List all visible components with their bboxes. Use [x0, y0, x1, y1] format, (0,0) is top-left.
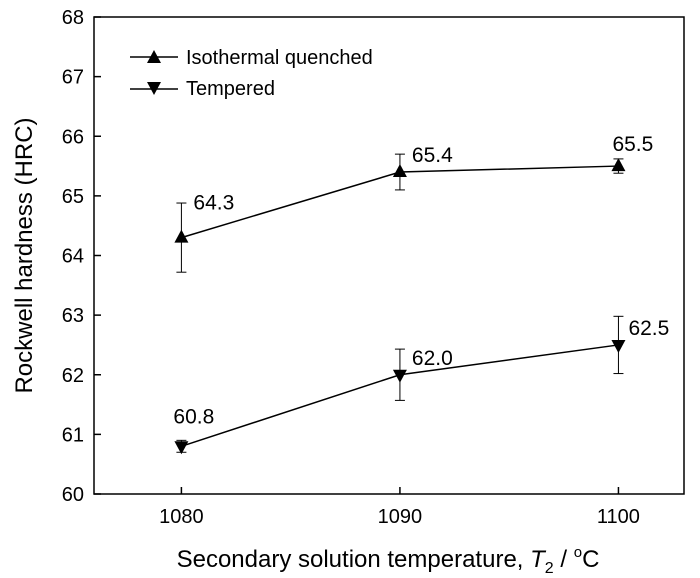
- x-axis-label: Secondary solution temperature, T2 / oC: [177, 544, 600, 577]
- y-tick-label: 62: [62, 365, 84, 387]
- y-tick-label: 65: [62, 186, 84, 208]
- y-tick-label: 61: [62, 424, 84, 446]
- x-tick-label: 1090: [378, 506, 423, 528]
- data-label: 60.8: [173, 405, 214, 428]
- legend-label-isothermal-quenched: Isothermal quenched: [186, 47, 373, 69]
- y-axis-label: Rockwell hardness (HRC): [11, 117, 38, 393]
- data-label: 65.4: [412, 144, 453, 167]
- data-point-triangle-down: [611, 339, 626, 353]
- data-point-triangle-down: [174, 441, 189, 455]
- legend: Isothermal quenched Tempered: [130, 47, 373, 100]
- y-tick-label: 63: [62, 305, 84, 327]
- data-point-triangle-up: [174, 229, 189, 243]
- y-tick-label: 68: [62, 7, 84, 29]
- y-tick-label: 67: [62, 67, 84, 89]
- data-label: 62.0: [412, 347, 453, 370]
- legend-label-tempered: Tempered: [186, 78, 275, 100]
- data-label: 65.5: [612, 133, 653, 156]
- data-point-triangle-down: [392, 369, 407, 383]
- y-tick-label: 66: [62, 126, 84, 148]
- y-tick-label: 60: [62, 484, 84, 506]
- x-tick-label: 1100: [597, 506, 640, 528]
- legend-marker-triangle-down-icon: [147, 82, 161, 95]
- data-label: 62.5: [628, 317, 669, 340]
- legend-marker-triangle-up-icon: [147, 50, 161, 63]
- data-label: 64.3: [193, 192, 234, 215]
- data-point-triangle-up: [392, 164, 407, 178]
- y-tick-label: 64: [62, 246, 84, 268]
- x-tick-label: 1080: [159, 506, 204, 528]
- data-point-triangle-up: [611, 158, 626, 172]
